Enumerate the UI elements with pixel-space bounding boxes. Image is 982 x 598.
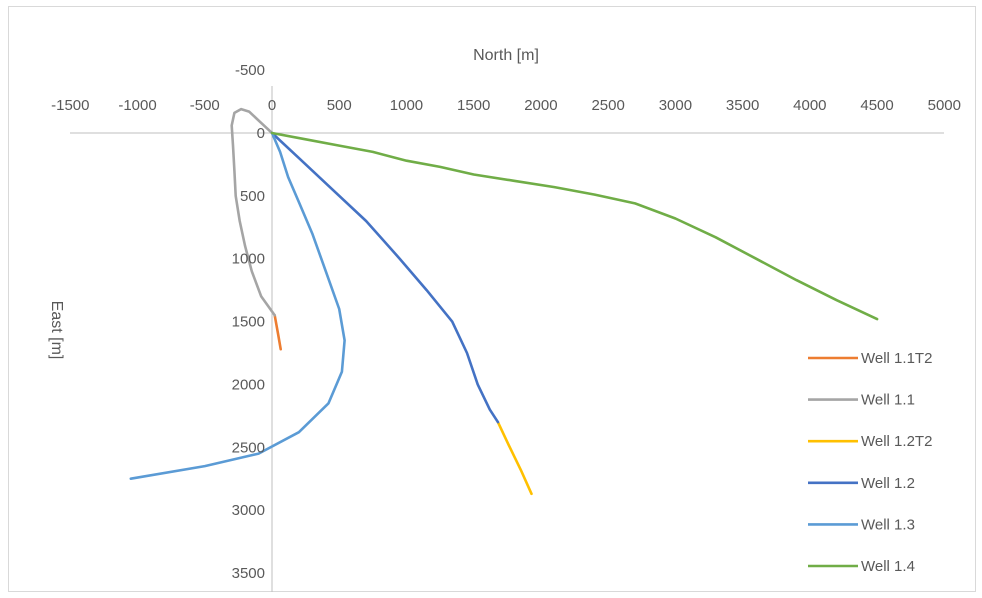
y-tick-label: 0 xyxy=(257,125,265,142)
legend-label: Well 1.1 xyxy=(861,392,915,409)
legend-label: Well 1.2T2 xyxy=(861,433,932,450)
legend-label: Well 1.2 xyxy=(861,475,915,492)
y-tick-label: 2500 xyxy=(232,439,265,456)
legend: Well 1.1T2 Well 1.1 Well 1.2T2 Well 1.2 Well… xyxy=(808,350,932,575)
series-line-4 xyxy=(270,131,500,424)
x-tick-label: 1000 xyxy=(390,97,423,114)
x-tick-label: -1500 xyxy=(51,97,89,114)
x-tick-label: 2500 xyxy=(591,97,624,114)
y-tick-label: 1000 xyxy=(232,251,265,268)
x-tick-label: -1000 xyxy=(118,97,156,114)
chart-area xyxy=(8,6,976,592)
x-axis-title: North [m] xyxy=(473,47,539,64)
legend-label: Well 1.3 xyxy=(861,516,915,533)
tick-labels: -1500 -1000 -500 0 500 1000 1500 2000 2500 3000 35… xyxy=(51,62,961,582)
x-tick-label: 4500 xyxy=(860,97,893,114)
series-line-5 xyxy=(129,131,346,481)
y-tick-label: 2000 xyxy=(232,376,265,393)
axes xyxy=(70,86,944,592)
x-tick-label: -500 xyxy=(190,97,220,114)
y-tick-label: 3000 xyxy=(232,502,265,519)
plot-series xyxy=(129,107,879,496)
x-tick-label: 1500 xyxy=(457,97,490,114)
x-tick-label: 2000 xyxy=(524,97,557,114)
series-line-3 xyxy=(496,420,533,496)
legend-label: Well 1.4 xyxy=(861,558,915,575)
x-tick-label: 4000 xyxy=(793,97,826,114)
x-tick-label: 5000 xyxy=(928,97,961,114)
series-line-6 xyxy=(270,131,879,321)
x-tick-label: 3000 xyxy=(659,97,692,114)
y-tick-label: 1500 xyxy=(232,314,265,331)
series-line-1 xyxy=(273,313,283,351)
y-tick-label: 3500 xyxy=(232,565,265,582)
x-tick-label: 3500 xyxy=(726,97,759,114)
x-tick-label: 500 xyxy=(327,97,352,114)
series-line-2 xyxy=(230,107,277,317)
x-tick-label: 0 xyxy=(268,97,276,114)
y-tick-label: -500 xyxy=(235,62,265,79)
y-tick-label: 500 xyxy=(240,188,265,205)
legend-label: Well 1.1T2 xyxy=(861,350,932,367)
y-axis-title: East [m] xyxy=(48,301,65,360)
